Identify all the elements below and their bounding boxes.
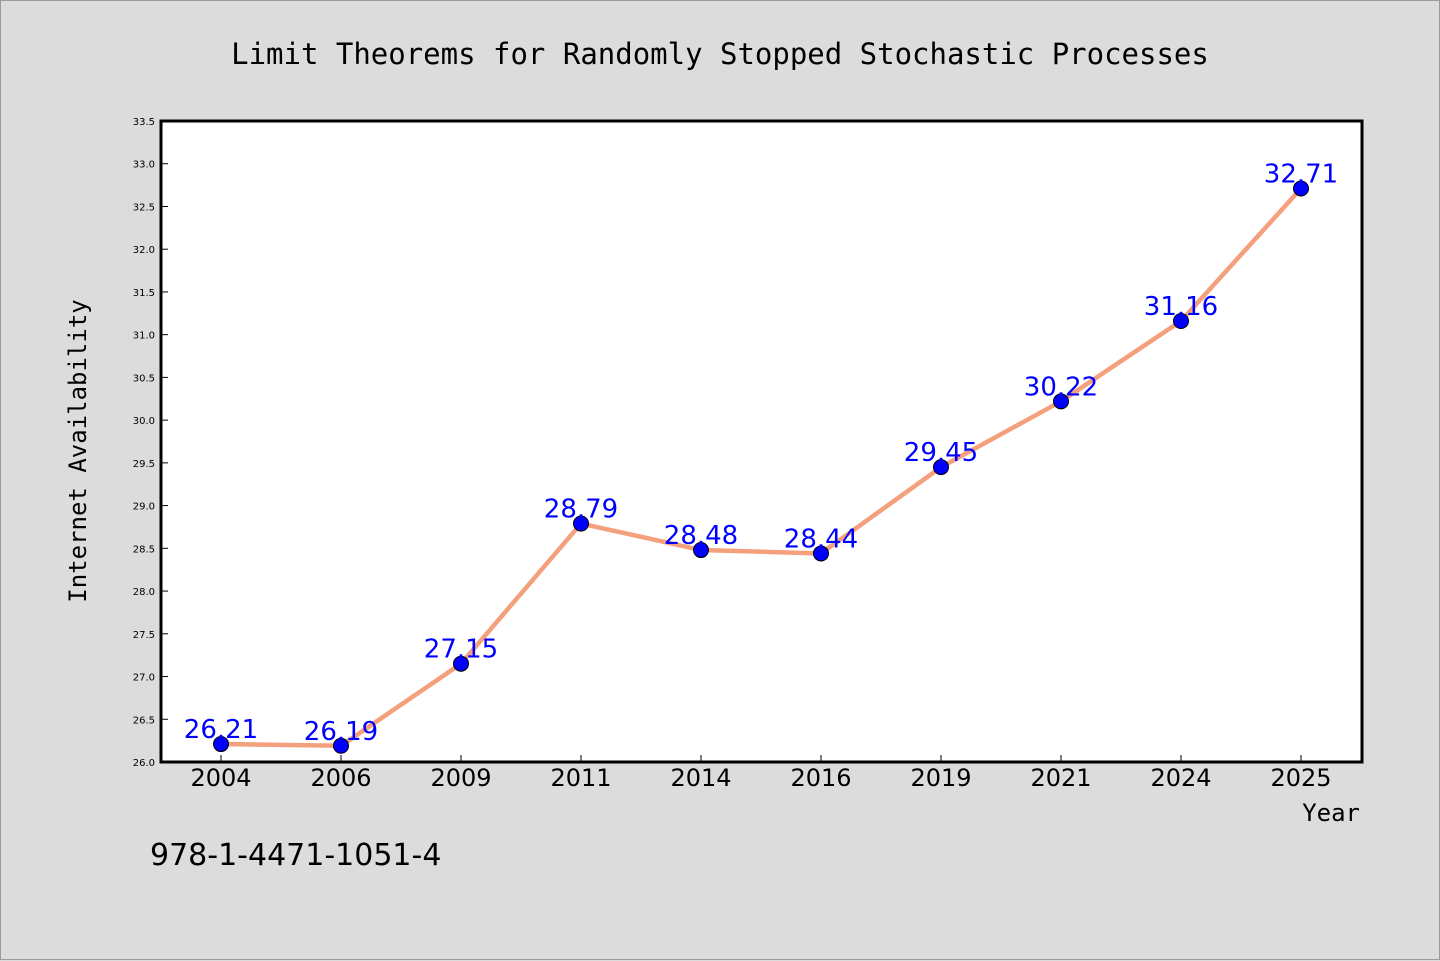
data-point-label: 30.22 — [1024, 372, 1098, 402]
series-line-group — [218, 186, 1304, 749]
data-point-label: 26.21 — [184, 715, 258, 745]
y-tick-label: 31.0 — [133, 331, 155, 342]
y-tick-label: 30.0 — [133, 416, 155, 427]
y-axis-label: Internet Availability — [64, 299, 92, 602]
y-tick-label: 33.5 — [133, 117, 155, 128]
y-tick-label: 26.5 — [133, 715, 155, 726]
x-tick-label: 2024 — [1150, 764, 1211, 792]
data-point-label: 27.15 — [424, 635, 498, 665]
data-point-marker — [1053, 393, 1069, 410]
x-tick-label: 2014 — [670, 764, 731, 792]
data-point-marker — [933, 459, 949, 476]
data-point-marker — [213, 736, 229, 753]
marker-group — [213, 180, 1309, 754]
data-point-label: 26.19 — [304, 717, 378, 747]
x-tick-label: 2021 — [1030, 764, 1091, 792]
data-point-marker — [453, 655, 469, 672]
y-tick-label: 29.5 — [133, 459, 155, 470]
x-axis-label: Year — [1302, 799, 1360, 827]
data-point-label: 28.44 — [784, 524, 858, 554]
x-tick-label: 2016 — [790, 764, 851, 792]
y-tick-label: 31.5 — [133, 288, 155, 299]
data-point-marker — [693, 542, 709, 559]
x-axis-ticks: 2004 2006 2009 2011 2014 2016 2019 2021 2024 2025 — [190, 755, 1332, 792]
y-tick-label: 32.0 — [133, 245, 155, 256]
y-tick-label: 26.0 — [133, 758, 155, 769]
plot-area — [159, 119, 1364, 764]
data-point-marker — [1173, 312, 1189, 329]
x-tick-label: 2006 — [310, 764, 371, 792]
data-point-marker — [813, 545, 829, 562]
data-point-label: 31.16 — [1144, 292, 1218, 322]
x-tick-label: 2009 — [430, 764, 491, 792]
x-tick-label: 2011 — [550, 764, 611, 792]
data-point-label: 28.79 — [544, 495, 618, 525]
y-tick-label: 27.0 — [133, 673, 155, 684]
y-tick-label: 28.0 — [133, 587, 155, 598]
y-tick-label: 30.5 — [133, 373, 155, 384]
data-point-label: 28.48 — [664, 521, 738, 551]
y-tick-label: 33.0 — [133, 160, 155, 171]
x-tick-label: 2004 — [190, 764, 251, 792]
data-point-label: 29.45 — [904, 438, 978, 468]
data-label-group: 26.21 26.19 27.15 28.79 28.48 28.44 29.45 30.22… — [184, 160, 1338, 747]
y-axis-ticks: 26.0 26.5 27.0 27.5 28.0 28.5 29.0 29.5 30.0 30.5… — [133, 117, 168, 769]
series-line — [218, 186, 1304, 749]
x-tick-label: 2019 — [910, 764, 971, 792]
data-point-marker — [1293, 180, 1309, 197]
data-point-marker — [573, 515, 589, 532]
chart-title: Limit Theorems for Randomly Stopped Stoc… — [231, 37, 1209, 71]
y-tick-label: 27.5 — [133, 630, 155, 641]
y-tick-label: 28.5 — [133, 544, 155, 555]
data-point-marker — [333, 737, 349, 754]
data-point-label: 32.71 — [1264, 160, 1338, 190]
x-tick-label: 2025 — [1270, 764, 1331, 792]
y-tick-label: 29.0 — [133, 502, 155, 513]
isbn-label: 978-1-4471-1051-4 — [150, 838, 441, 873]
y-tick-label: 32.5 — [133, 202, 155, 213]
